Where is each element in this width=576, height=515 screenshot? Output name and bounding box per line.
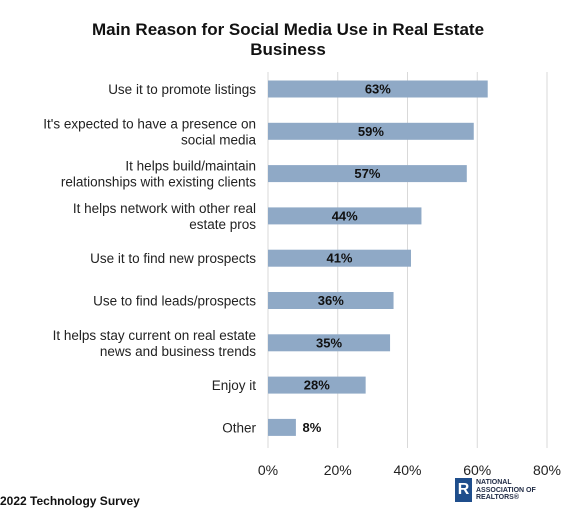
bar xyxy=(268,122,474,140)
logo-line: NATIONAL xyxy=(476,479,512,486)
bar xyxy=(268,376,366,394)
category-label: Use it to promote listings xyxy=(108,82,256,97)
category-label: It helps network with other real estate p… xyxy=(73,201,256,232)
bar xyxy=(268,207,422,225)
bar xyxy=(268,418,296,436)
bars xyxy=(268,80,488,436)
category-label: It's expected to have a presence on socia… xyxy=(43,116,256,147)
x-tick-label: 0% xyxy=(258,462,278,478)
bar xyxy=(268,292,394,309)
x-tick-label: 80% xyxy=(533,462,561,478)
x-tick-label: 20% xyxy=(324,462,352,478)
value-label: 35% xyxy=(316,335,342,350)
value-labels: 63% 59% 57% 44% 41% 36% 35% 28% 8% xyxy=(303,82,392,435)
value-label: 59% xyxy=(358,124,384,139)
logo-line: REALTORS® xyxy=(476,494,520,501)
logo-line: ASSOCIATION OF xyxy=(476,486,536,494)
realtor-r-icon: R xyxy=(455,478,472,502)
bar xyxy=(268,165,467,183)
value-label: 57% xyxy=(354,166,380,181)
x-tick-label: 40% xyxy=(393,462,421,478)
value-label: 8% xyxy=(303,420,322,435)
category-label: It helps build/maintain relationships wit… xyxy=(61,159,256,190)
category-label: Use to find leads/prospects xyxy=(93,294,256,309)
source-footnote: 2022 Technology Survey xyxy=(0,494,140,508)
x-axis-tick-labels: 0% 20% 40% 60% 80% xyxy=(258,462,561,478)
category-labels: Use it to promote listings It's expected … xyxy=(43,82,256,435)
value-label: 44% xyxy=(332,208,358,223)
value-label: 36% xyxy=(318,293,344,308)
x-tick-label: 60% xyxy=(463,462,491,478)
category-label: Enjoy it xyxy=(212,378,257,393)
category-label: Other xyxy=(222,420,256,435)
bar xyxy=(268,249,411,267)
logo-wordmark: NATIONAL ASSOCIATION OF REALTORS® xyxy=(476,479,536,502)
nar-logo: R NATIONAL ASSOCIATION OF REALTORS® xyxy=(455,478,565,508)
chart-title: Main Reason for Social Media Use in Real… xyxy=(91,20,485,59)
category-label: Use it to find new prospects xyxy=(90,251,256,266)
bar xyxy=(268,80,488,98)
value-label: 28% xyxy=(304,378,330,393)
value-label: 41% xyxy=(326,251,352,266)
category-label: It helps stay current on real estate news… xyxy=(53,328,257,359)
bar xyxy=(268,334,391,352)
value-label: 63% xyxy=(365,82,391,97)
